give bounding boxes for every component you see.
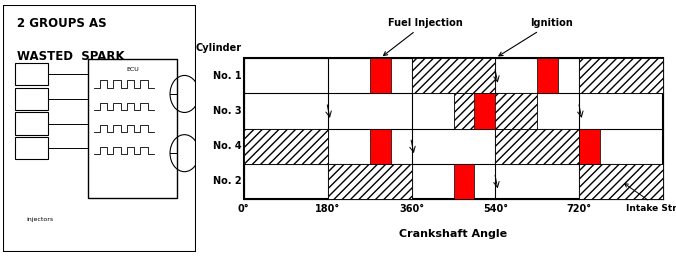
Text: ECU: ECU [126, 67, 139, 72]
Bar [579, 128, 600, 164]
Bar [370, 128, 391, 164]
Text: Crankshaft Angle: Crankshaft Angle [400, 229, 508, 239]
Text: WASTED  SPARK: WASTED SPARK [17, 50, 124, 62]
Text: 540°: 540° [483, 204, 508, 214]
Bar [475, 93, 496, 128]
Bar [537, 58, 558, 93]
Bar [579, 164, 663, 199]
Text: Ignition: Ignition [499, 18, 573, 56]
Bar [244, 128, 328, 164]
Text: Cylinder: Cylinder [195, 43, 241, 53]
Bar [88, 59, 177, 198]
Bar [15, 88, 48, 110]
Bar [454, 164, 475, 199]
Text: 180°: 180° [315, 204, 340, 214]
Text: 720°: 720° [566, 204, 592, 214]
Bar [15, 137, 48, 159]
Bar [496, 128, 579, 164]
Bar [579, 58, 663, 93]
Bar [412, 58, 496, 93]
Text: injectors: injectors [26, 217, 53, 222]
Text: No. 4: No. 4 [213, 141, 241, 151]
Text: Intake Stroke: Intake Stroke [625, 183, 676, 213]
Text: 0°: 0° [238, 204, 249, 214]
Bar [370, 58, 391, 93]
Bar [454, 93, 537, 128]
Text: No. 1: No. 1 [213, 71, 241, 81]
Text: 2 GROUPS AS: 2 GROUPS AS [17, 17, 107, 31]
Bar [328, 164, 412, 199]
Text: No. 3: No. 3 [213, 106, 241, 116]
Text: Fuel Injection: Fuel Injection [383, 18, 463, 56]
Text: No. 2: No. 2 [213, 176, 241, 186]
Bar [15, 63, 48, 85]
Bar [244, 58, 663, 199]
Text: 360°: 360° [399, 204, 424, 214]
FancyBboxPatch shape [3, 5, 196, 252]
Bar [15, 113, 48, 135]
